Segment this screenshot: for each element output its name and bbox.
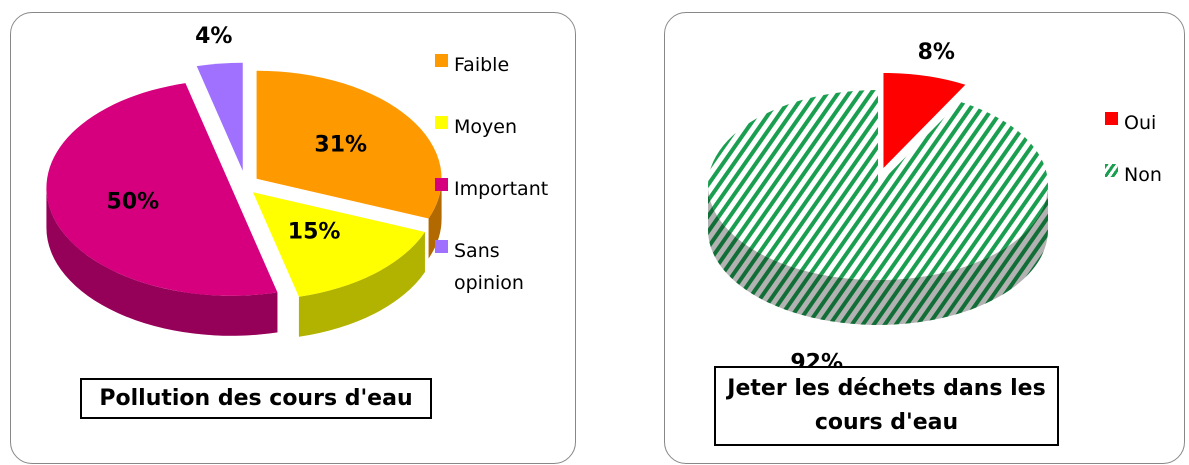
pie-slice — [252, 192, 425, 297]
pie-slice-shade — [428, 178, 442, 259]
legend-item: Oui — [1105, 107, 1189, 139]
legend-swatch — [1105, 164, 1118, 177]
legend-label: Important — [454, 178, 549, 200]
legend-item: Faible — [435, 49, 566, 81]
legend-swatch — [1105, 112, 1118, 125]
data-label: 4% — [195, 24, 232, 49]
pie-slice-side — [298, 231, 425, 337]
panel — [10, 12, 576, 464]
pie-slice-side — [708, 185, 1048, 325]
pie-slice-side — [46, 187, 278, 336]
pie-slice — [256, 70, 442, 219]
panel — [664, 12, 1185, 464]
chart-title: Pollution des cours d'eau — [80, 378, 432, 419]
legend-item: Important — [435, 173, 566, 205]
data-label: 8% — [918, 40, 955, 65]
pie-slice — [196, 62, 243, 171]
legend-label: Faible — [454, 54, 510, 76]
legend-label: Oui — [1124, 112, 1157, 134]
legend-item: Sans opinion — [435, 235, 566, 299]
chart-title: Jeter les déchets dans les cours d'eau — [714, 366, 1059, 446]
legend-label: Non — [1124, 164, 1162, 186]
legend-item: Moyen — [435, 111, 566, 143]
legend-label: Moyen — [454, 116, 517, 138]
pie-slice-shade — [708, 185, 1048, 325]
data-label: 50% — [107, 190, 160, 215]
legend-swatch — [435, 54, 448, 67]
pie-slice — [46, 83, 278, 296]
legend-item: Non — [1105, 159, 1189, 191]
pie-slice-shade — [46, 187, 278, 336]
data-label: 15% — [288, 220, 341, 245]
legend-swatch — [435, 116, 448, 129]
pie-slice — [708, 90, 1048, 280]
legend-swatch — [435, 178, 448, 191]
legend-swatch — [435, 240, 448, 253]
data-label: 31% — [314, 132, 367, 157]
pie-slice — [883, 72, 966, 168]
legend-label: Sans opinion — [454, 240, 524, 294]
pie-slice-side — [428, 178, 442, 259]
pie-slice-shade — [298, 231, 425, 337]
